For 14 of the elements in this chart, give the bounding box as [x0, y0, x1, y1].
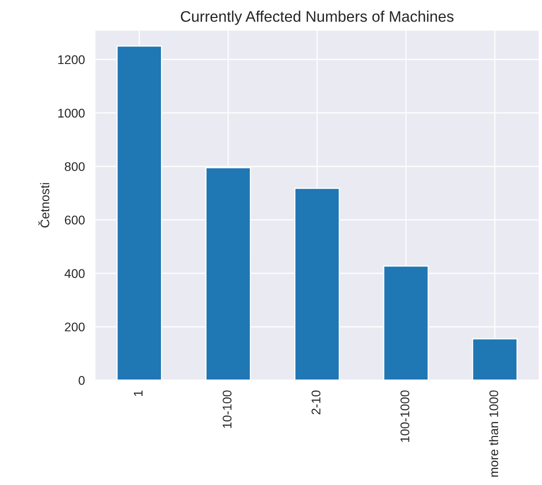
x-tick-label: 2-10	[312, 390, 320, 414]
chart-title: Currently Affected Numbers of Machines	[180, 10, 454, 25]
y-tick-label: 200	[64, 322, 85, 332]
x-tick-label: 1	[134, 390, 143, 396]
y-tick-label: 1200	[58, 55, 85, 64]
y-tick-label: 600	[64, 216, 85, 225]
y-tick-label: 800	[64, 162, 85, 172]
y-tick-label: 400	[64, 269, 85, 278]
x-tick-label: 10-100	[222, 390, 232, 428]
y-axis-title: Četnosti	[38, 183, 50, 228]
y-tick-label: 0	[78, 376, 85, 385]
x-tick-label: 100-1000	[400, 390, 410, 442]
x-tick-label: more than 1000	[489, 390, 498, 477]
y-tick-label: 1000	[58, 108, 85, 118]
